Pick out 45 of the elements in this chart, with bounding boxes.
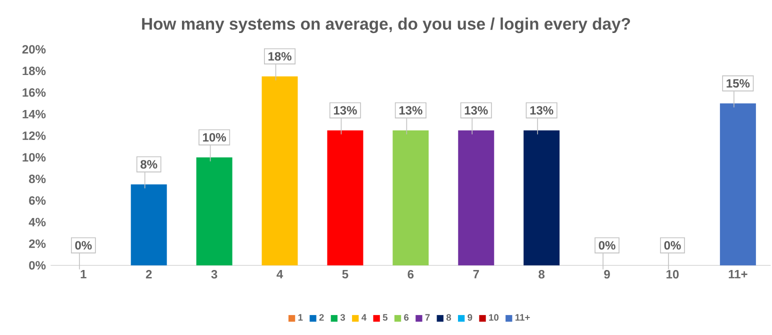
x-tick-label: 10 bbox=[666, 270, 679, 279]
data-label: 10% bbox=[203, 133, 226, 142]
legend-label: 9 bbox=[468, 314, 472, 321]
data-label: 0% bbox=[598, 241, 616, 250]
y-tick-label: 20% bbox=[22, 45, 46, 54]
legend-label: 5 bbox=[382, 314, 388, 321]
y-tick-label: 16% bbox=[22, 88, 46, 97]
data-label: 0% bbox=[664, 241, 681, 250]
legend-label: 3 bbox=[340, 314, 346, 321]
legend-label: 6 bbox=[404, 314, 409, 321]
legend-label: 8 bbox=[446, 314, 452, 321]
y-tick-label: 10% bbox=[22, 153, 46, 162]
data-label: 13% bbox=[530, 106, 554, 115]
legend-label: 10 bbox=[489, 314, 499, 321]
legend-label: 11+ bbox=[515, 314, 530, 321]
data-label: 0% bbox=[75, 241, 92, 250]
x-tick-label: 9 bbox=[604, 270, 610, 279]
x-tick-label: 6 bbox=[408, 270, 414, 279]
y-tick-label: 4% bbox=[28, 218, 46, 227]
x-tick-label: 1 bbox=[80, 270, 86, 278]
data-label: 13% bbox=[399, 106, 422, 115]
legend-label: 7 bbox=[425, 314, 430, 321]
x-tick-label: 2 bbox=[146, 270, 152, 279]
y-tick-label: 12% bbox=[22, 132, 46, 140]
y-tick-label: 0% bbox=[29, 261, 46, 270]
y-tick-label: 8% bbox=[28, 174, 46, 184]
data-label: 13% bbox=[334, 106, 357, 115]
data-label: 15% bbox=[726, 79, 750, 88]
x-tick-label: 3 bbox=[211, 270, 218, 279]
data-label: 18% bbox=[268, 52, 292, 61]
data-label: 13% bbox=[464, 106, 488, 115]
x-tick-label: 7 bbox=[473, 270, 479, 278]
y-tick-label: 18% bbox=[22, 66, 46, 76]
x-tick-label: 5 bbox=[342, 270, 348, 279]
legend-label: 1 bbox=[298, 314, 303, 321]
x-tick-label: 4 bbox=[276, 270, 284, 278]
chart-title: How many systems on average, do you use / login every day? bbox=[142, 18, 630, 34]
x-tick-label: 8 bbox=[538, 270, 545, 279]
y-tick-label: 14% bbox=[22, 110, 46, 119]
x-tick-label: 11+ bbox=[728, 270, 748, 278]
data-label: 8% bbox=[140, 160, 158, 169]
legend-label: 2 bbox=[319, 314, 324, 321]
y-tick-label: 2% bbox=[29, 240, 46, 248]
y-tick-label: 6% bbox=[29, 196, 46, 205]
legend-label: 4 bbox=[362, 314, 367, 321]
